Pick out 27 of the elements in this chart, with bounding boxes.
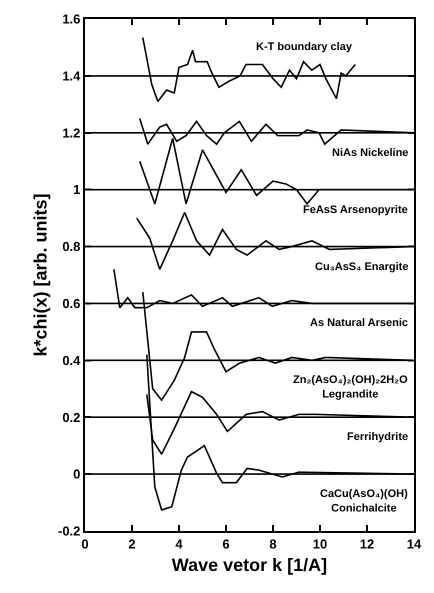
y-tick-label: 1.4 <box>62 68 82 84</box>
y-tick-label: 1.6 <box>62 12 80 27</box>
x-tick-label: 2 <box>128 536 136 552</box>
y-axis-title: k*chi(x) [arb. units] <box>30 193 51 357</box>
y-tick-label: 0.8 <box>62 239 80 254</box>
x-axis-title: Wave vetor k [1/A] <box>172 555 328 576</box>
y-tick-label: 1.2 <box>62 125 80 140</box>
series-label: CaCu(AsO₄)(OH) Conichalcite <box>320 488 408 514</box>
series-label: FeAsS Arsenopyrite <box>303 204 408 216</box>
y-tick-label: -0.2 <box>58 524 80 539</box>
y-tick-label: 0.2 <box>62 410 80 425</box>
y-tick-label: 0 <box>73 466 80 482</box>
series-label: Ferrihydrite <box>347 431 408 443</box>
series-label: As Natural Arsenic <box>310 317 408 329</box>
series-label: NiAs Nickeline <box>332 147 408 159</box>
x-tick-label: 6 <box>222 536 230 552</box>
y-tick-label: 0.4 <box>62 352 82 368</box>
x-tick-label: 4 <box>175 536 184 552</box>
x-tick-label: 8 <box>269 536 277 552</box>
x-tick-label: 10 <box>312 536 328 552</box>
series-label: Zn₂(AsO₄)₂(OH)₂2H₂O Legrandite <box>293 374 408 400</box>
series-label: K-T boundary clay <box>256 41 353 53</box>
y-tick-label: 1 <box>73 182 80 198</box>
series-label: Cu₃AsS₄ Enargite <box>315 261 408 273</box>
y-tick-label: 0.6 <box>62 296 80 311</box>
x-tick-label: 14 <box>406 536 422 552</box>
x-tick-label: 12 <box>360 536 374 552</box>
